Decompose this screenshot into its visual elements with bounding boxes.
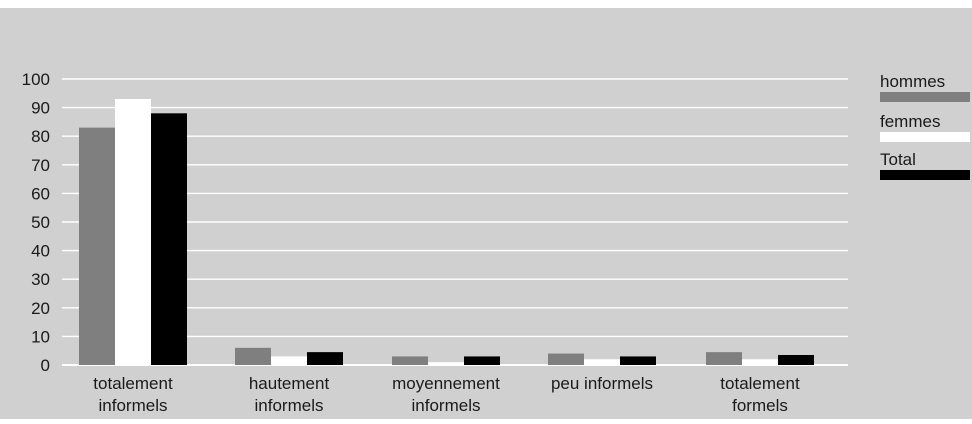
legend-swatch-total <box>880 170 970 180</box>
bar-hommes-4 <box>706 352 742 365</box>
bar-femmes-1 <box>271 356 307 365</box>
x-tick-label: moyennement informels <box>392 374 500 415</box>
y-tick-label: 90 <box>31 99 50 118</box>
y-tick-label: 20 <box>31 299 50 318</box>
x-tick-label: totalement informels <box>93 374 173 415</box>
legend-label-hommes: hommes <box>880 72 945 91</box>
legend-swatch-femmes <box>880 132 970 142</box>
bar-total-1 <box>307 352 343 365</box>
bar-total-3 <box>620 356 656 365</box>
y-tick-label: 40 <box>31 242 50 261</box>
bar-hommes-0 <box>79 127 115 366</box>
y-tick-label: 80 <box>31 127 50 146</box>
bar-femmes-3 <box>584 359 620 365</box>
x-tick-label: totalement formels <box>720 374 800 415</box>
bars <box>79 99 814 366</box>
legend-label-total: Total <box>880 150 916 169</box>
bar-femmes-2 <box>428 362 464 365</box>
bar-femmes-0 <box>115 99 151 366</box>
bar-total-4 <box>778 354 814 365</box>
y-tick-label: 30 <box>31 270 50 289</box>
bar-hommes-3 <box>548 353 584 365</box>
x-tick-label: hautement informels <box>249 374 330 415</box>
y-tick-label: 0 <box>41 356 50 375</box>
bar-femmes-4 <box>742 359 778 365</box>
grid-lines <box>62 78 848 366</box>
y-tick-label: 10 <box>31 327 50 346</box>
bar-total-0 <box>151 113 187 365</box>
legend-label-femmes: femmes <box>880 112 940 131</box>
chart-top-strip <box>0 0 972 8</box>
y-tick-label: 60 <box>31 184 50 203</box>
y-tick-label: 70 <box>31 156 50 175</box>
bar-hommes-1 <box>235 347 271 365</box>
y-axis: 0 10 20 30 40 50 60 70 80 90 100 <box>22 70 50 375</box>
bar-total-2 <box>464 356 500 365</box>
bar-hommes-2 <box>392 356 428 365</box>
x-tick-label: peu informels <box>551 374 653 393</box>
legend: hommes femmes Total <box>880 72 970 180</box>
y-tick-label: 50 <box>31 213 50 232</box>
y-tick-label: 100 <box>22 70 50 89</box>
legend-swatch-hommes <box>880 92 970 102</box>
x-axis-labels: totalement informels hautement informels moy… <box>93 374 800 415</box>
